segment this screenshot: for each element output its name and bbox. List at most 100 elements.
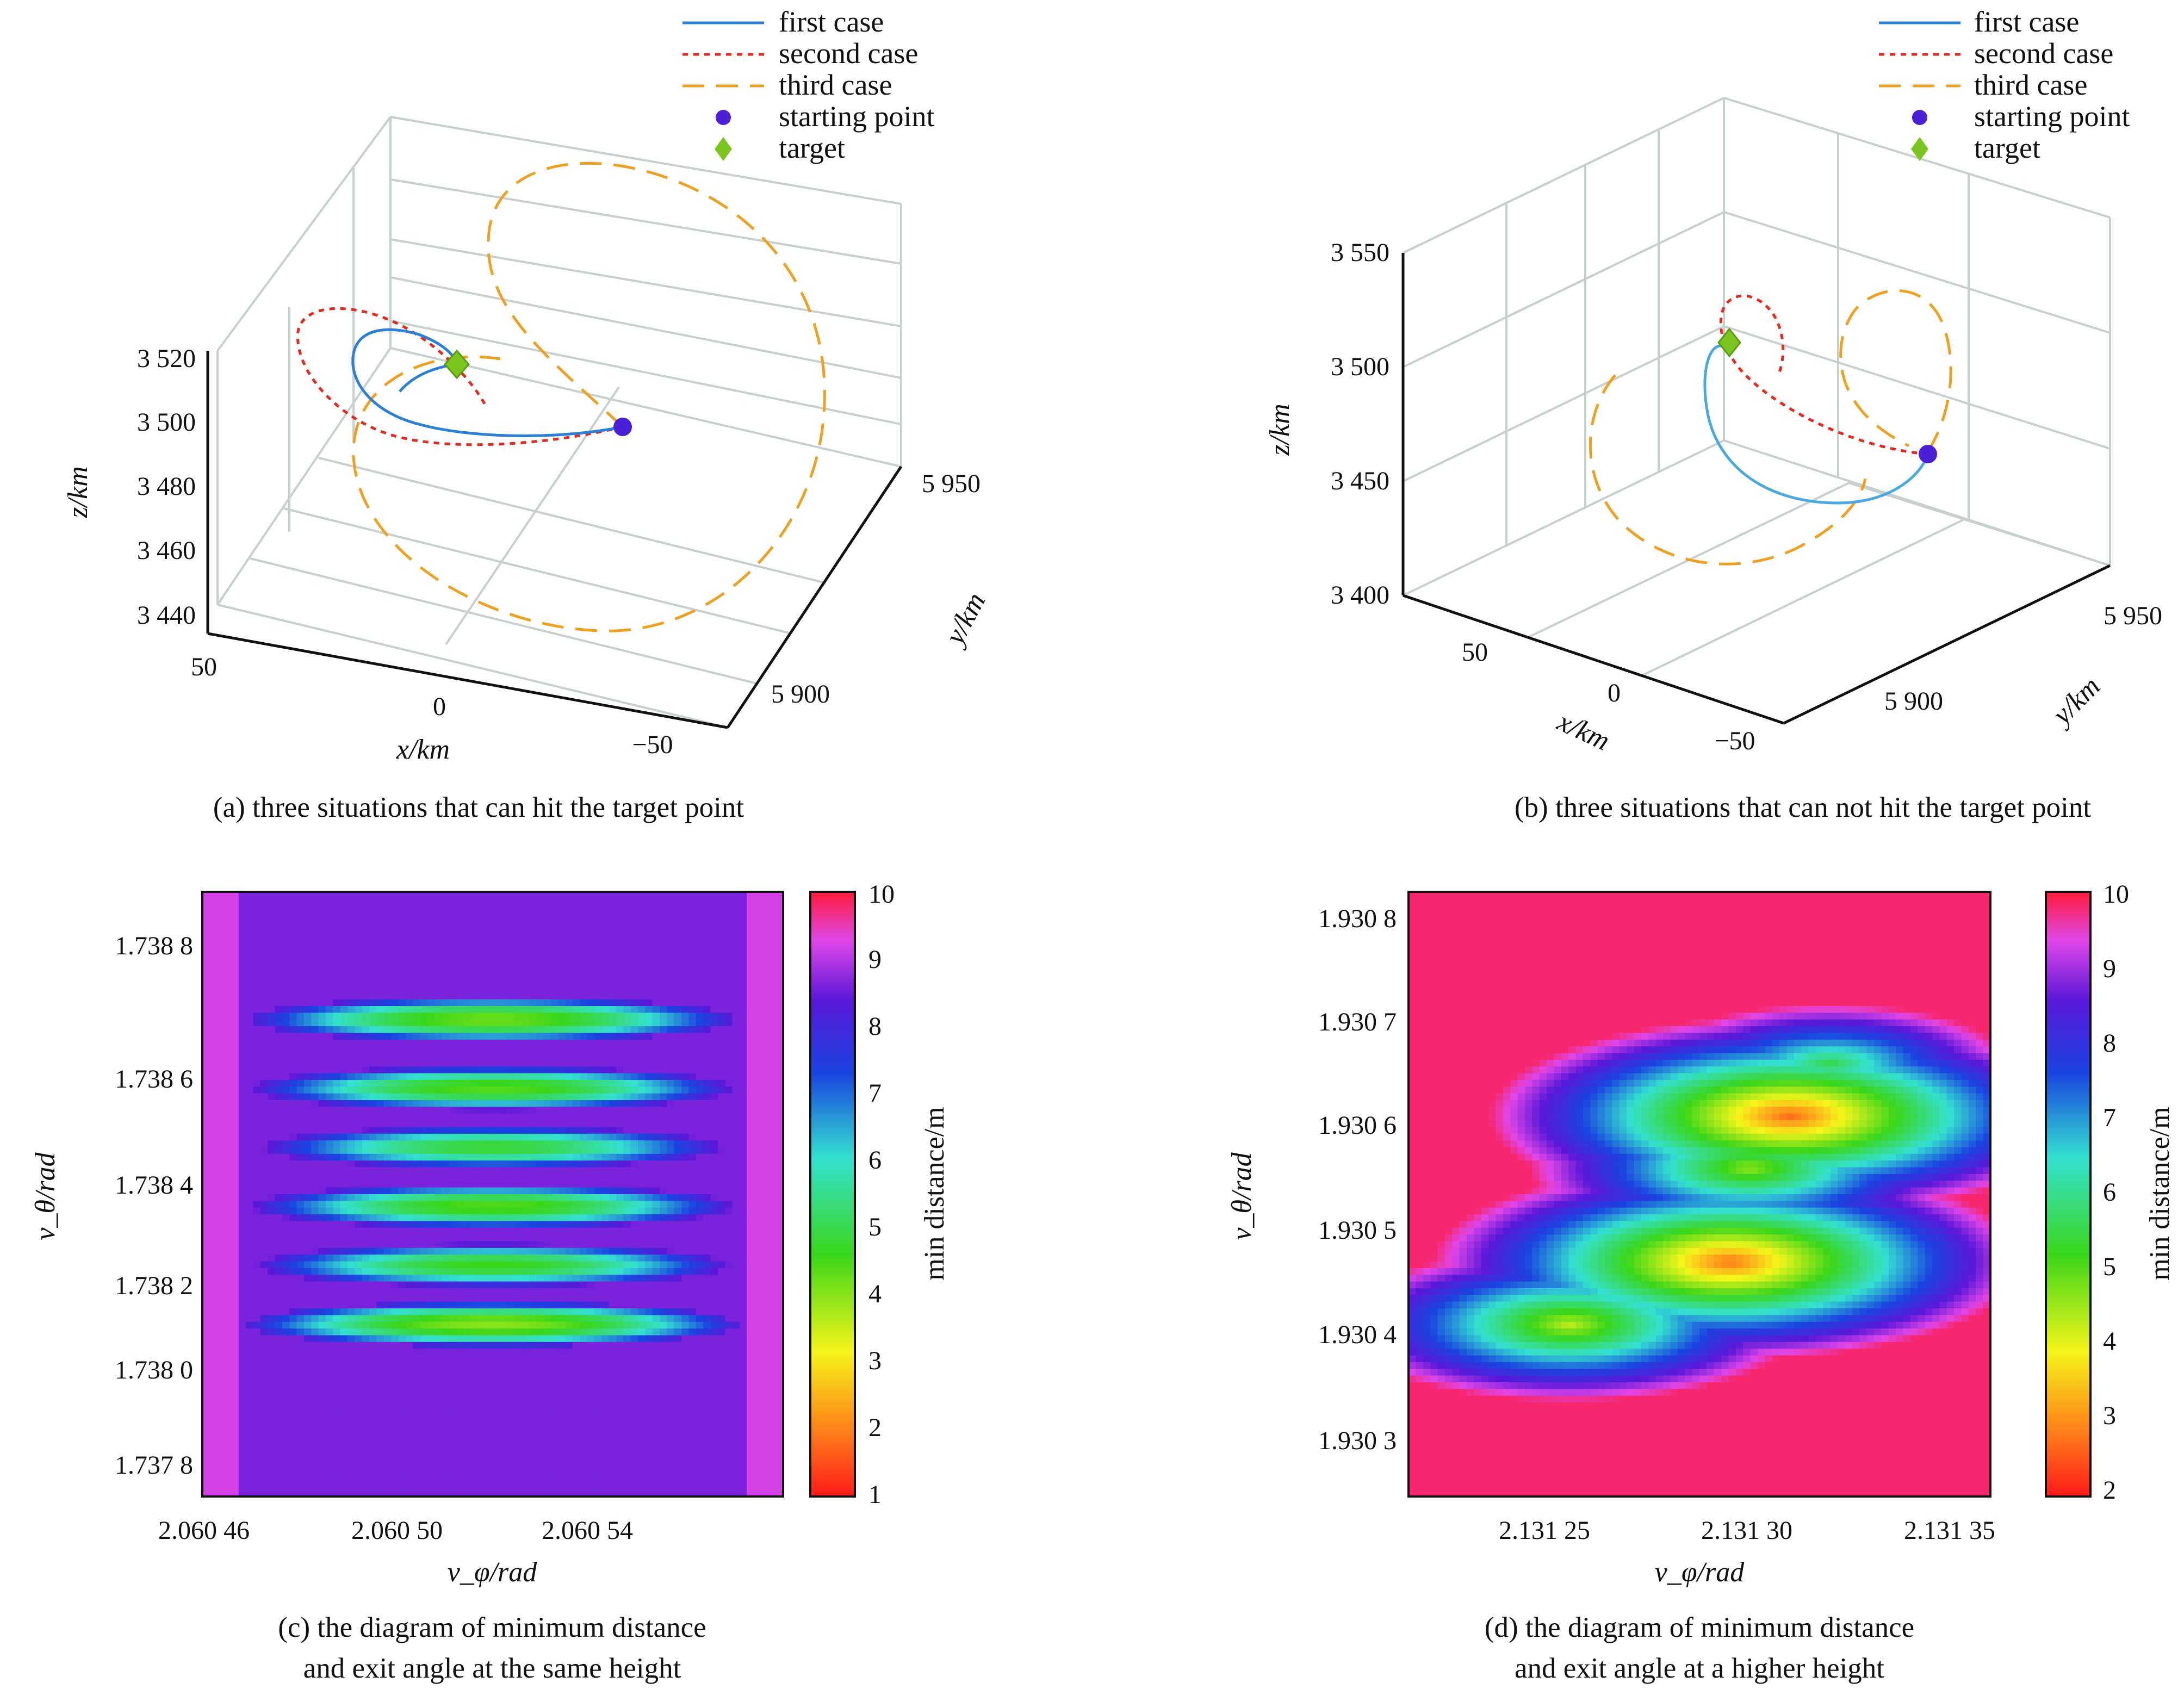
heatmap-cell [543, 1194, 551, 1201]
heatmap-cell [572, 1173, 580, 1181]
heatmap-cell [601, 1281, 610, 1289]
heatmap-cell [391, 1201, 399, 1208]
heatmap-cell [391, 1255, 399, 1262]
heatmap-cell [529, 1147, 537, 1154]
heatmap-cell [470, 1053, 479, 1060]
heatmap-cell [775, 1227, 784, 1235]
heatmap-cell [485, 985, 493, 993]
heatmap-cell [362, 1207, 370, 1215]
heatmap-cell [442, 1268, 450, 1275]
heatmap-cell [493, 1086, 500, 1094]
heatmap-cell [543, 1133, 551, 1141]
heatmap-cell [667, 1167, 675, 1175]
heatmap-cell [202, 1039, 210, 1047]
heatmap-cell [405, 945, 413, 953]
heatmap-cell [594, 1127, 602, 1134]
heatmap-cell [398, 1207, 406, 1215]
heatmap-cell [761, 1173, 769, 1181]
heatmap-cell [616, 1288, 624, 1295]
heatmap-cell [340, 979, 348, 986]
heatmap-cell [681, 932, 690, 940]
heatmap-cell [667, 892, 675, 899]
heatmap-cell [376, 999, 384, 1007]
heatmap-cell [580, 905, 588, 912]
heatmap-cell [550, 1173, 559, 1181]
heatmap-cell [369, 1214, 377, 1222]
heatmap-cell [485, 1201, 493, 1208]
heatmap-cell [253, 1133, 261, 1141]
heatmap-cell [681, 1295, 690, 1302]
heatmap-cell [275, 1288, 283, 1295]
heatmap-cell [238, 959, 246, 966]
heatmap-cell [348, 992, 355, 1000]
heatmap-cell [420, 952, 428, 960]
heatmap-cell [376, 1288, 384, 1295]
heatmap-cell [398, 1301, 406, 1309]
heatmap-cell [529, 1026, 537, 1034]
heatmap-cell [348, 939, 355, 946]
heatmap-cell [391, 952, 399, 960]
heatmap-cell [369, 1241, 377, 1249]
heatmap-cell [565, 892, 573, 899]
heatmap-cell [660, 1079, 667, 1087]
heatmap-cell [303, 1113, 312, 1121]
heatmap-cell [355, 1268, 363, 1275]
heatmap-cell [732, 1073, 740, 1081]
heatmap-cell [623, 1153, 631, 1161]
heatmap-cell [246, 1160, 254, 1168]
heatmap-cell [362, 1281, 370, 1289]
heatmap-cell [224, 1247, 232, 1255]
heatmap-cell [376, 1187, 384, 1195]
heatmap-cell [558, 952, 566, 960]
heatmap-cell [442, 1019, 450, 1027]
heatmap-cell [318, 1173, 326, 1181]
heatmap-cell [238, 1127, 246, 1134]
heatmap-cell [485, 1079, 493, 1087]
heatmap-cell [224, 979, 232, 986]
heatmap-cell [260, 1221, 268, 1228]
heatmap-cell [688, 1019, 697, 1027]
heatmap-cell [391, 992, 399, 1000]
heatmap-cell [355, 1255, 363, 1262]
heatmap-cell [739, 1006, 747, 1013]
heatmap-cell [456, 992, 464, 1000]
heatmap-cell [231, 1059, 239, 1067]
heatmap-cell [348, 1301, 355, 1309]
heatmap-cell [565, 1033, 573, 1040]
heatmap-cell [696, 918, 704, 926]
heatmap-cell [630, 1107, 638, 1114]
heatmap-cell [674, 1173, 682, 1181]
heatmap-cell [442, 1247, 450, 1255]
heatmap-cell [609, 1255, 617, 1262]
heatmap-cell [565, 1221, 573, 1228]
heatmap-cell [268, 1066, 276, 1074]
heatmap-cell [376, 1214, 384, 1222]
heatmap-cell [260, 1201, 268, 1208]
heatmap-cell [681, 985, 690, 993]
heatmap-cell [246, 1013, 254, 1020]
heatmap-cell [543, 925, 551, 933]
heatmap-cell [681, 959, 690, 966]
heatmap-cell [420, 1301, 428, 1309]
heatmap-cell [435, 1113, 443, 1121]
heatmap-cell [427, 1073, 435, 1081]
heatmap-cell [303, 1221, 312, 1228]
heatmap-cell [660, 1133, 667, 1141]
heatmap-cell [231, 1006, 239, 1013]
heatmap-cell [216, 1100, 225, 1107]
heatmap-cell [688, 1227, 697, 1235]
heatmap-cell [449, 972, 457, 980]
b-third-case-1 [1589, 374, 1867, 566]
heatmap-cell [667, 1046, 675, 1054]
heatmap-cell [652, 1120, 660, 1128]
heatmap-cell [340, 1227, 348, 1235]
heatmap-cell [224, 1113, 232, 1121]
heatmap-cell [580, 1221, 588, 1228]
heatmap-cell [246, 1113, 254, 1121]
heatmap-cell [667, 925, 675, 933]
heatmap-cell [202, 1234, 210, 1242]
heatmap-cell [478, 1281, 486, 1289]
heatmap-cell [216, 1221, 225, 1228]
heatmap-cell [369, 1221, 377, 1228]
heatmap-cell [609, 1059, 617, 1067]
